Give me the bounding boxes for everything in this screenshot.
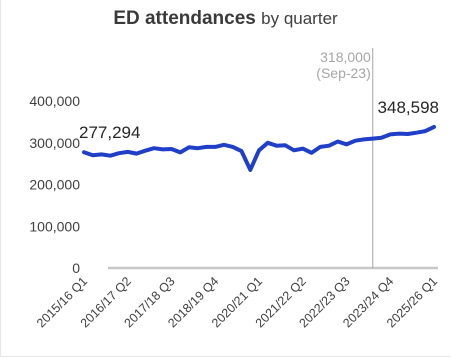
data-label: 348,598 (378, 98, 439, 117)
y-tick-label: 300,000 (29, 135, 80, 151)
y-tick-label: 100,000 (29, 218, 80, 234)
y-tick-label: 0 (72, 260, 80, 276)
reference-value-label: 318,000 (320, 49, 371, 65)
reference-date-label: (Sep-23) (316, 65, 370, 81)
y-tick-label: 400,000 (29, 93, 80, 109)
chart-title: ED attendances (113, 8, 256, 29)
y-tick-label: 200,000 (29, 177, 80, 193)
chart-subtitle: by quarter (261, 9, 338, 28)
chart-title-block: ED attendances by quarter (0, 8, 451, 30)
series-line (82, 124, 436, 172)
data-label: 277,294 (79, 123, 140, 142)
